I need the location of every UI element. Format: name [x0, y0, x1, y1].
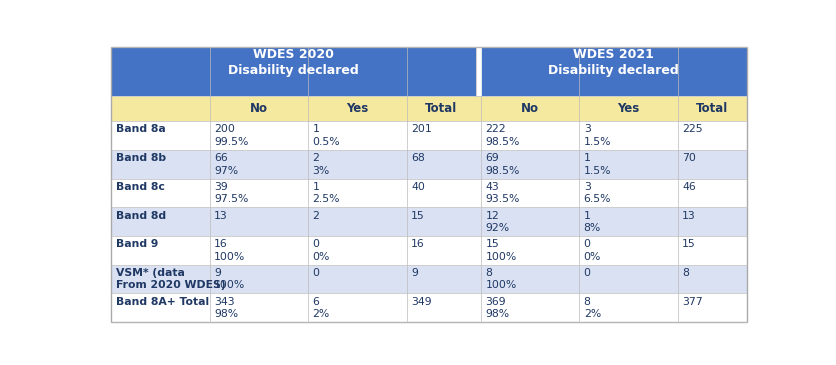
Text: 343
98%: 343 98%: [214, 297, 238, 319]
Text: Band 8A+ Total: Band 8A+ Total: [115, 297, 208, 307]
Text: Band 8a: Band 8a: [115, 124, 166, 134]
Text: 6
2%: 6 2%: [313, 297, 329, 319]
Text: 66
97%: 66 97%: [214, 153, 238, 176]
Text: VSM* (data
From 2020 WDES): VSM* (data From 2020 WDES): [115, 268, 225, 291]
Text: 16: 16: [410, 239, 425, 249]
Bar: [111, 96, 746, 121]
Text: 0
0%: 0 0%: [583, 239, 600, 262]
Text: 8
100%: 8 100%: [485, 268, 516, 291]
Text: 369
98%: 369 98%: [485, 297, 509, 319]
Bar: [111, 207, 746, 236]
Text: 43
93.5%: 43 93.5%: [485, 182, 519, 204]
Text: 1
0.5%: 1 0.5%: [313, 124, 340, 147]
Bar: [111, 265, 746, 293]
Bar: [111, 47, 475, 96]
Text: 40: 40: [410, 182, 425, 192]
Bar: [480, 47, 746, 96]
Text: Band 8b: Band 8b: [115, 153, 166, 163]
Text: 377: 377: [681, 297, 702, 307]
Text: 46: 46: [681, 182, 695, 192]
Bar: [111, 121, 746, 150]
Text: 0: 0: [583, 268, 590, 278]
Text: 9
100%: 9 100%: [214, 268, 245, 291]
Text: Band 9: Band 9: [115, 239, 158, 249]
Text: 70: 70: [681, 153, 696, 163]
Text: 9: 9: [410, 268, 417, 278]
Text: 0
0%: 0 0%: [313, 239, 329, 262]
Text: 69
98.5%: 69 98.5%: [485, 153, 519, 176]
Text: 200
99.5%: 200 99.5%: [214, 124, 248, 147]
Text: 39
97.5%: 39 97.5%: [214, 182, 248, 204]
Text: 16
100%: 16 100%: [214, 239, 245, 262]
Text: Band 8d: Band 8d: [115, 211, 166, 220]
Text: Total: Total: [425, 102, 456, 115]
Text: 8
2%: 8 2%: [583, 297, 600, 319]
Text: No: No: [250, 102, 268, 115]
Text: 225: 225: [681, 124, 702, 134]
Text: 0: 0: [313, 268, 319, 278]
Text: WDES 2020
Disability declared: WDES 2020 Disability declared: [227, 48, 359, 77]
Text: 12
92%: 12 92%: [485, 211, 509, 233]
Text: No: No: [520, 102, 538, 115]
Text: 13: 13: [681, 211, 695, 220]
Bar: [111, 236, 746, 265]
Text: Yes: Yes: [617, 102, 639, 115]
Text: 1
2.5%: 1 2.5%: [313, 182, 339, 204]
Bar: [111, 150, 746, 178]
Text: 1
1.5%: 1 1.5%: [583, 153, 610, 176]
Text: 15
100%: 15 100%: [485, 239, 516, 262]
Text: 2
3%: 2 3%: [313, 153, 329, 176]
Text: 13: 13: [214, 211, 227, 220]
Text: 1
8%: 1 8%: [583, 211, 600, 233]
Text: 15: 15: [410, 211, 425, 220]
Text: Band 8c: Band 8c: [115, 182, 165, 192]
Text: 349: 349: [410, 297, 431, 307]
Text: 8: 8: [681, 268, 688, 278]
Text: 68: 68: [410, 153, 425, 163]
Bar: [111, 293, 746, 322]
Text: 15: 15: [681, 239, 695, 249]
Bar: [111, 178, 746, 207]
Text: 201: 201: [410, 124, 431, 134]
Text: WDES 2021
Disability declared: WDES 2021 Disability declared: [548, 48, 678, 77]
Bar: [475, 47, 480, 96]
Text: 3
1.5%: 3 1.5%: [583, 124, 610, 147]
Text: 2: 2: [313, 211, 319, 220]
Text: 3
6.5%: 3 6.5%: [583, 182, 610, 204]
Text: Total: Total: [696, 102, 727, 115]
Text: Yes: Yes: [346, 102, 368, 115]
Text: 222
98.5%: 222 98.5%: [485, 124, 519, 147]
